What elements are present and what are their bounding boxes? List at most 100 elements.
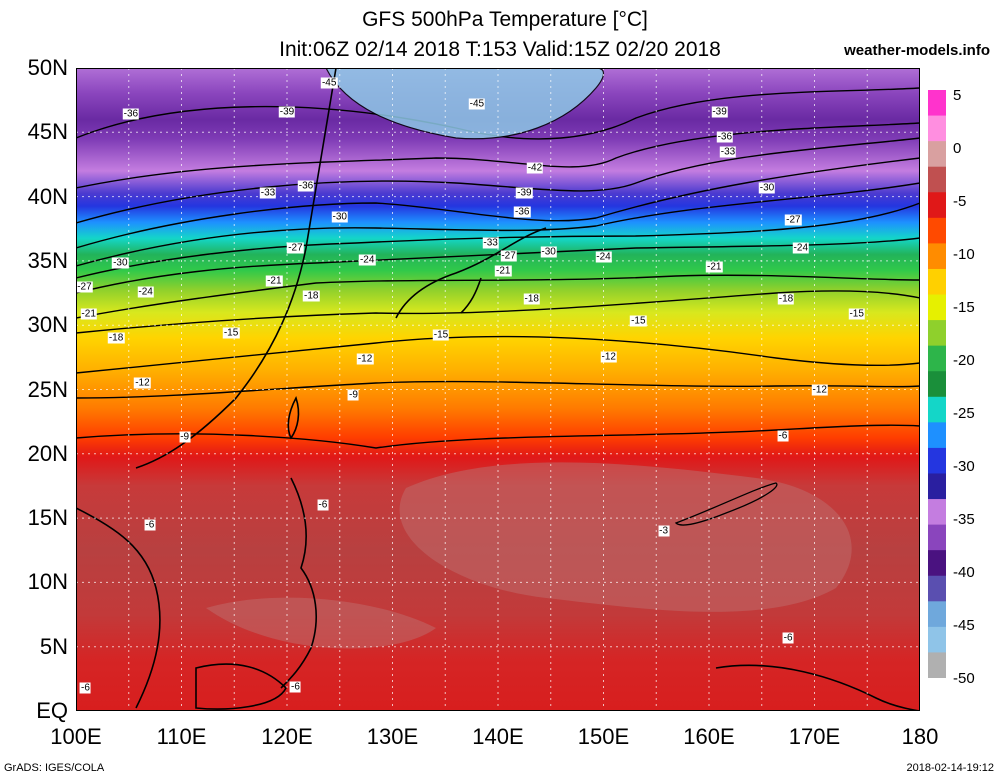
taiwan-coastline <box>287 395 300 440</box>
contour-line-minus27 <box>76 182 920 267</box>
colorbar-segment <box>928 422 946 449</box>
colorbar-segment <box>928 268 946 296</box>
contour-label: -6 <box>144 519 156 531</box>
colorbar-tick: -45 <box>953 617 975 634</box>
contour-line-minus33 <box>76 137 920 224</box>
contour-label: -24 <box>792 242 810 254</box>
lon-tick-label: 110E <box>156 724 207 749</box>
map-title: GFS 500hPa Temperature [°C] <box>362 8 648 31</box>
contour-label: -39 <box>278 106 296 118</box>
contour-label: -27 <box>76 281 93 293</box>
contour-label: -9 <box>179 431 191 443</box>
contour-label: -15 <box>432 329 450 341</box>
colorbar-segment <box>928 626 946 653</box>
contour-label: -6 <box>317 499 329 511</box>
contour-label: -36 <box>716 131 734 143</box>
contour-label: -18 <box>303 290 320 302</box>
lon-tick-label: 160E <box>683 724 735 749</box>
contour-label: -39 <box>711 106 728 118</box>
contour-line-minus12 <box>76 335 920 374</box>
contour-label: -39 <box>516 187 533 199</box>
contour-label: -21 <box>706 261 723 273</box>
contour-label: -36 <box>514 206 531 218</box>
lat-tick-label: 30N <box>27 312 68 338</box>
colorbar-segment <box>928 345 946 372</box>
contour-label: -15 <box>848 308 865 320</box>
contour-line-minus9 <box>76 380 920 399</box>
colorbar-segment <box>928 499 946 526</box>
contour-label: -21 <box>495 265 512 277</box>
contour-line-minus30 <box>76 157 920 249</box>
lon-tick-label: 180 <box>901 724 939 749</box>
temperature-map-panel: -45 -45 -36 -39 -39 -36 -42 -33 -36 -33 -39 -30 -36 -… <box>76 68 920 711</box>
contour-label: -30 <box>540 246 557 258</box>
colorbar-segment <box>928 294 946 321</box>
colorbar-segment <box>928 447 946 474</box>
colorbar-tick: -10 <box>953 246 975 263</box>
footer-credit: GrADS: IGES/COLA <box>4 762 105 774</box>
colorbar-tick: 0 <box>953 140 962 157</box>
colorbar-segment <box>928 473 946 500</box>
lat-tick-label: 35N <box>27 247 68 273</box>
contour-label: -27 <box>785 214 802 226</box>
colorbar-segment <box>928 115 946 142</box>
new-guinea-coastline <box>715 664 920 711</box>
contour-label: -21 <box>80 308 97 320</box>
contour-line-minus24 <box>76 202 920 279</box>
contour-label: -30 <box>331 211 348 223</box>
contour-label: -12 <box>356 353 374 365</box>
colorbar-segment <box>928 550 946 577</box>
lon-tick-label: 170E <box>788 724 841 749</box>
map-overlay <box>76 68 920 711</box>
colorbar-segment <box>928 396 946 423</box>
colorbar-segment <box>928 90 946 117</box>
lat-tick-label: 25N <box>27 376 68 402</box>
contour-label: -12 <box>134 377 151 389</box>
contour-label: -33 <box>482 237 499 249</box>
colorbar-tick: -20 <box>953 352 975 369</box>
colorbar-tick: -30 <box>953 458 975 475</box>
contour-label: -33 <box>259 187 277 199</box>
contour-label: -3 <box>658 525 670 537</box>
colorbar-segment <box>928 192 946 219</box>
colorbar-segment <box>928 217 946 244</box>
colorbar-tick: 5 <box>953 87 962 104</box>
contour-label: -12 <box>600 351 617 363</box>
philippines-coastline <box>280 477 317 689</box>
colorbar-segment <box>928 141 946 168</box>
contour-label: -12 <box>811 384 828 395</box>
borneo-coastline <box>195 663 287 710</box>
contour-label: -36 <box>122 108 140 120</box>
lat-tick-label: 40N <box>27 183 68 209</box>
contour-label: -6 <box>777 430 789 442</box>
colorbar-segment <box>928 166 946 193</box>
lon-tick-label: 100E <box>50 724 102 749</box>
lat-tick-label: 45N <box>27 119 68 145</box>
map-subtitle: Init:06Z 02/14 2018 T:153 Valid:15Z 02/2… <box>279 38 721 61</box>
lon-tick-label: 150E <box>577 724 630 749</box>
contour-label: -27 <box>287 242 304 254</box>
contour-label: -42 <box>526 162 544 174</box>
colorbar-segment <box>928 524 946 551</box>
contour-label: -6 <box>782 632 794 644</box>
lon-tick-label: 120E <box>261 724 313 749</box>
contour-label: -18 <box>523 293 540 305</box>
colorbar-segment <box>928 601 946 628</box>
cold-pool-region <box>325 68 605 140</box>
contour-label: -9 <box>348 389 359 401</box>
warm-core-region <box>206 462 852 649</box>
lat-tick-label: 50N <box>27 55 68 80</box>
contour-label: -27 <box>500 250 517 262</box>
contour-label: -24 <box>358 254 376 266</box>
lat-tick-label: 5N <box>39 633 68 659</box>
lat-tick-label: 10N <box>27 569 68 595</box>
contour-line-minus6 <box>76 424 920 449</box>
contour-line-minus39 <box>76 87 920 140</box>
site-watermark: weather-models.info <box>844 42 990 59</box>
contour-label: -15 <box>630 315 647 327</box>
contour-label: -30 <box>112 257 129 269</box>
contour-line-minus15 <box>76 290 920 334</box>
colorbar-tick: -40 <box>953 564 975 581</box>
colorbar-tick: -25 <box>953 405 975 422</box>
colorbar-tick: -15 <box>953 299 975 316</box>
